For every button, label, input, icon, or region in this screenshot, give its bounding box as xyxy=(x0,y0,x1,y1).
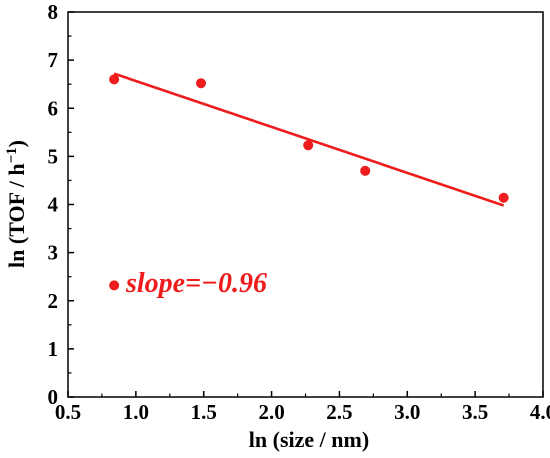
y-tick-label: 8 xyxy=(48,0,59,24)
x-tick-label: 2.0 xyxy=(258,400,284,424)
plot-frame xyxy=(67,11,544,398)
legend-marker xyxy=(109,280,120,291)
y-axis-title: ln (TOF / h−1) xyxy=(4,140,29,268)
y-axis-title-main: ln (TOF / h xyxy=(4,163,29,268)
data-point xyxy=(109,74,120,85)
y-tick-label: 4 xyxy=(48,193,59,217)
y-tick-label: 7 xyxy=(48,48,59,72)
y-tick-label: 3 xyxy=(48,241,59,265)
marks xyxy=(109,72,509,291)
y-tick-label: 2 xyxy=(48,289,59,313)
x-tick-label: 1.5 xyxy=(191,400,217,424)
data-point xyxy=(498,192,509,203)
data-point xyxy=(303,140,314,151)
ticks: 0.5 1.0 1.5 2.0 2.5 3.0 3.5 4.0 0 1 2 3 4 5 6 7 8 xyxy=(48,0,550,424)
x-tick-label: 3.5 xyxy=(462,400,488,424)
fit-line xyxy=(113,72,505,207)
x-tick-label: 3.0 xyxy=(394,400,420,424)
x-tick-label: 1.0 xyxy=(123,400,149,424)
y-tick-label: 0 xyxy=(48,385,59,409)
y-tick-label: 1 xyxy=(48,337,59,361)
data-point xyxy=(196,78,206,89)
x-tick-label: 4.0 xyxy=(530,400,550,424)
x-tick-label: 0.5 xyxy=(55,400,81,424)
x-tick-label: 2.5 xyxy=(326,400,352,424)
y-axis-title-superscript: −1 xyxy=(4,147,20,163)
y-tick-label: 6 xyxy=(48,96,59,120)
y-axis-title-close: ) xyxy=(4,140,29,147)
data-point xyxy=(360,165,371,176)
axes xyxy=(67,11,544,398)
slope-annotation: slope=−0.96 xyxy=(125,268,267,299)
x-axis-title: ln (size / nm) xyxy=(249,427,369,452)
y-tick-label: 5 xyxy=(48,144,59,168)
